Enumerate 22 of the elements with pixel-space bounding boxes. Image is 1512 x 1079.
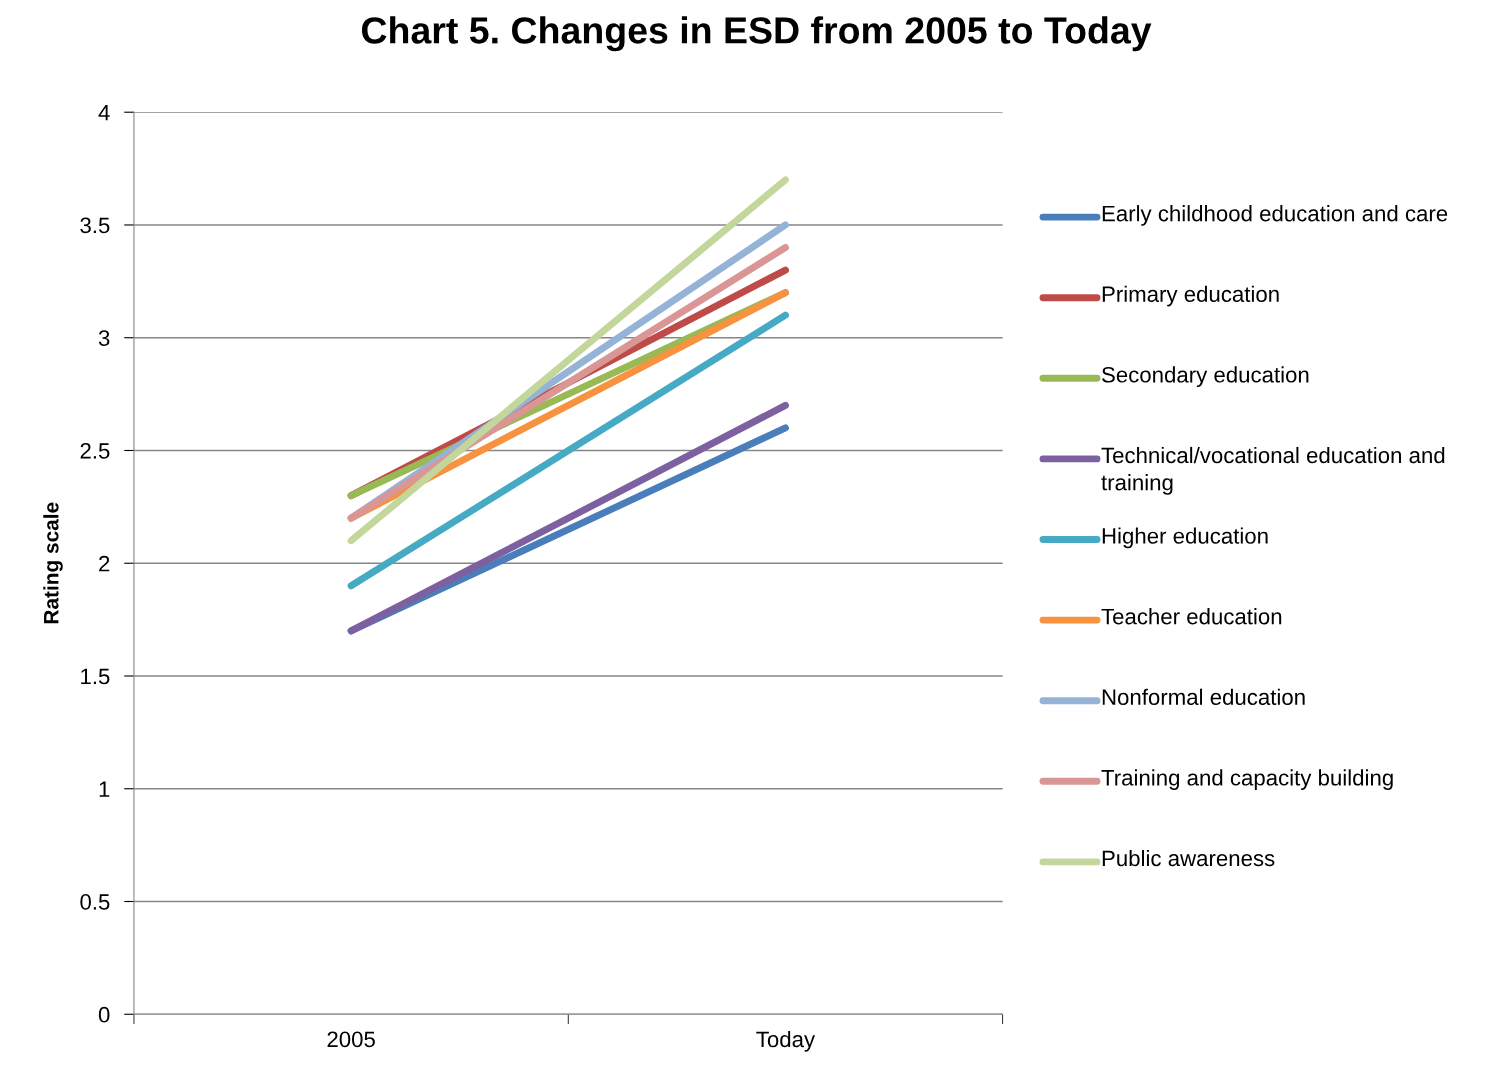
legend-label: Public awareness [1102,849,1275,867]
legend-label: Technical/vocational education and training [1101,446,1445,495]
legend-label: Training and capacity building [1101,769,1393,791]
y-tick-label: 4 [98,104,110,121]
y-tick-label: 2 [99,555,110,572]
x-tick-label: Today [756,1030,816,1052]
legend-label: Nonformal education [1102,688,1305,706]
y-tick-label: 3.5 [80,217,110,234]
y-tick-label: 0.5 [80,894,110,910]
y-tick-label: 2.5 [80,443,110,459]
x-tick-label: 2005 [327,1031,375,1048]
y-tick-label: 0 [98,1006,110,1023]
legend-label: Teacher education [1101,608,1282,625]
legend-label: Secondary education [1102,366,1309,388]
y-tick-label: 3 [98,330,110,346]
chart-title: Chart 5. Changes in ESD from 2005 to Today [361,16,1152,52]
y-tick-label: 1.5 [81,668,110,685]
y-axis-title: Rating scale [43,502,63,624]
legend-label: Higher education [1102,527,1268,549]
legend-label: Early childhood education and care [1102,205,1448,226]
legend-label: Primary education [1102,285,1279,307]
y-tick-label: 1 [99,781,110,797]
